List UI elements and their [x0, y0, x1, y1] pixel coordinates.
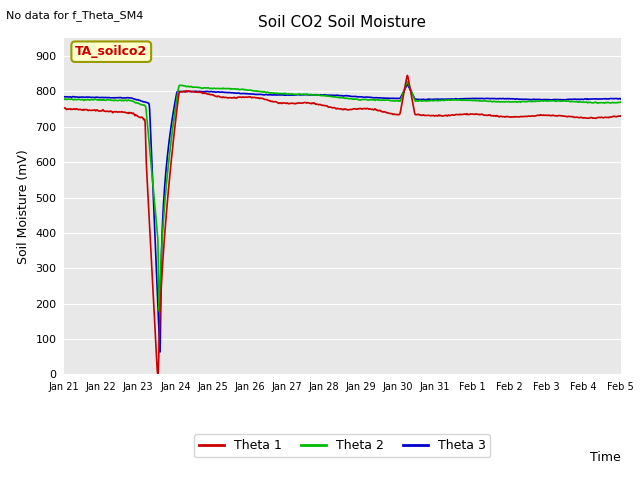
Legend: Theta 1, Theta 2, Theta 3: Theta 1, Theta 2, Theta 3 [195, 434, 490, 457]
Text: TA_soilco2: TA_soilco2 [75, 45, 147, 58]
Y-axis label: Soil Moisture (mV): Soil Moisture (mV) [17, 149, 29, 264]
Text: No data for f_Theta_SM4: No data for f_Theta_SM4 [6, 10, 144, 21]
Text: Time: Time [590, 451, 621, 464]
Title: Soil CO2 Soil Moisture: Soil CO2 Soil Moisture [259, 15, 426, 30]
